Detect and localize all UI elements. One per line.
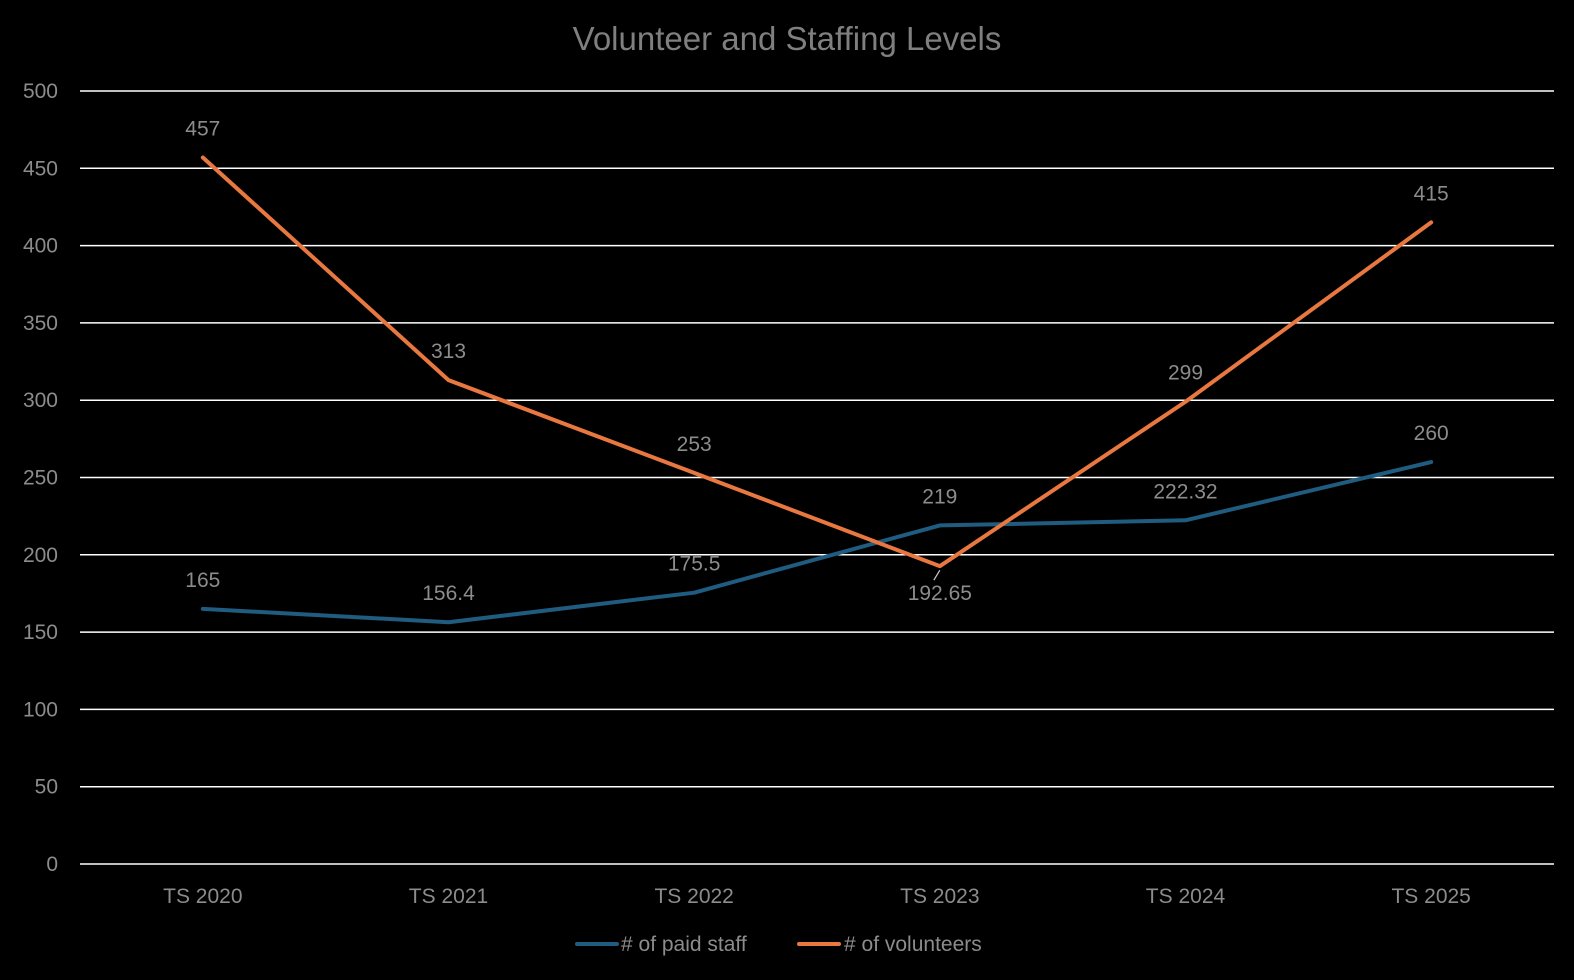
- legend-item-paid-staff[interactable]: # of paid staff: [575, 933, 747, 956]
- data-label: 260: [1414, 422, 1449, 445]
- data-labels: 165 156.4 175.5 219 222.32 260 457 313 253 192.65…: [185, 117, 1448, 605]
- x-tick-label: TS 2020: [163, 885, 242, 908]
- y-tick-label: 400: [23, 235, 58, 258]
- label-leader-line: [933, 569, 941, 581]
- x-tick-label: TS 2021: [409, 885, 488, 908]
- x-tick-label: TS 2022: [654, 885, 733, 908]
- y-axis: 0 50 100 150 200 250 300 350 400 450 500: [23, 80, 58, 876]
- data-label: 415: [1414, 182, 1449, 205]
- y-tick-label: 150: [23, 621, 58, 644]
- series-line-volunteers[interactable]: [200, 155, 1434, 569]
- y-tick-label: 350: [23, 312, 58, 335]
- y-tick-label: 200: [23, 544, 58, 567]
- legend-item-volunteers[interactable]: # of volunteers: [797, 933, 982, 956]
- data-label: 313: [431, 340, 466, 363]
- x-tick-label: TS 2023: [900, 885, 979, 908]
- data-label: 219: [922, 485, 957, 508]
- series-line-paid-staff[interactable]: [200, 460, 1434, 625]
- data-label: 222.32: [1153, 480, 1217, 503]
- y-tick-label: 300: [23, 389, 58, 412]
- x-tick-label: TS 2025: [1391, 885, 1470, 908]
- data-label: 299: [1168, 362, 1203, 385]
- data-label: 175.5: [668, 553, 721, 576]
- gridlines: [80, 90, 1554, 865]
- data-label: 165: [185, 569, 220, 592]
- y-tick-label: 50: [35, 776, 58, 799]
- x-axis: TS 2020 TS 2021 TS 2022 TS 2023 TS 2024 TS 20…: [163, 885, 1471, 908]
- chart-title: Volunteer and Staffing Levels: [573, 20, 1002, 57]
- y-tick-label: 450: [23, 157, 58, 180]
- data-label: 457: [185, 117, 220, 140]
- data-label: 253: [677, 433, 712, 456]
- legend-label: # of paid staff: [621, 933, 747, 956]
- data-label: 192.65: [908, 582, 972, 605]
- series-lines: [200, 155, 1434, 625]
- data-label: 156.4: [422, 582, 475, 605]
- legend[interactable]: # of paid staff # of volunteers: [575, 933, 982, 956]
- y-tick-label: 500: [23, 80, 58, 103]
- y-tick-label: 100: [23, 698, 58, 721]
- y-tick-label: 0: [46, 853, 58, 876]
- legend-label: # of volunteers: [844, 933, 982, 956]
- x-tick-label: TS 2024: [1146, 885, 1226, 908]
- y-tick-label: 250: [23, 467, 58, 490]
